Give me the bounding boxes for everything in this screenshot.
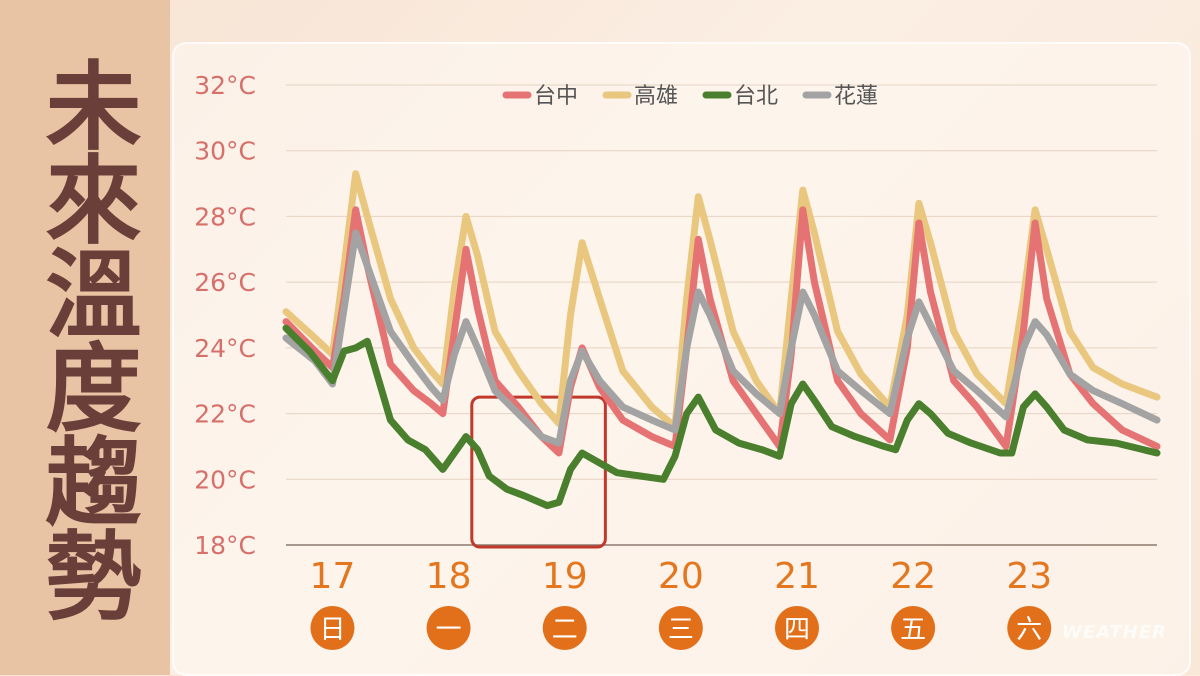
weekday-label: 五: [900, 615, 926, 645]
x-tick-day-label: 20: [658, 556, 704, 597]
series-line-台北: [282, 324, 1161, 510]
watermark: WEATHER: [1062, 622, 1167, 643]
weekday-label: 二: [552, 615, 578, 645]
x-tick-day-label: 19: [542, 556, 588, 597]
y-tick-label: 24°C: [194, 334, 256, 363]
y-tick-label: 20°C: [194, 465, 256, 494]
weekday-badge: [542, 606, 587, 650]
legend-label: 台中: [534, 84, 578, 109]
highlight-box: [470, 395, 607, 549]
x-tick-day-label: 22: [890, 556, 936, 597]
weekday-label: 三: [668, 615, 694, 645]
side-title-panel: 未來溫度趨勢: [0, 0, 170, 675]
weekday-label: 日: [319, 615, 345, 645]
page-title: 未來溫度趨勢: [29, 55, 141, 620]
series-line-花蓮: [282, 229, 1161, 447]
series-line-高雄: [282, 170, 1161, 431]
legend-label: 高雄: [634, 84, 678, 109]
weekday-badge: [891, 606, 936, 650]
series-line-台中: [282, 206, 1161, 457]
y-tick-label: 30°C: [194, 137, 256, 166]
y-tick-label: 18°C: [194, 531, 256, 560]
y-tick-label: 32°C: [194, 71, 256, 100]
legend-label: 台北: [734, 84, 778, 109]
legend-label: 花蓮: [834, 84, 878, 109]
weekday-badge: [310, 606, 355, 650]
weekday-badge: [426, 606, 471, 650]
weekday-badge: [658, 606, 703, 650]
weekday-badge: [774, 606, 819, 650]
x-tick-day-label: 23: [1006, 556, 1052, 597]
weekday-badge: [1007, 606, 1052, 650]
weekday-label: 一: [436, 615, 462, 645]
y-tick-label: 26°C: [194, 268, 256, 297]
x-tick-day-label: 18: [426, 556, 472, 597]
x-tick-day-label: 17: [310, 556, 356, 597]
y-tick-label: 28°C: [194, 202, 256, 231]
x-tick-day-label: 21: [774, 556, 820, 597]
weekday-label: 六: [1016, 615, 1042, 645]
y-tick-label: 22°C: [194, 400, 256, 429]
weekday-label: 四: [784, 615, 810, 645]
